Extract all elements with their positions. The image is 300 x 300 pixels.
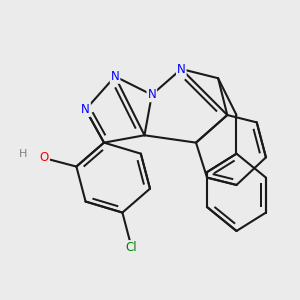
Text: O: O <box>40 151 49 164</box>
Text: N: N <box>111 70 119 83</box>
Text: N: N <box>81 103 90 116</box>
Text: N: N <box>148 88 156 101</box>
Text: Cl: Cl <box>126 241 137 254</box>
Text: N: N <box>177 62 186 76</box>
Text: H: H <box>19 149 27 159</box>
